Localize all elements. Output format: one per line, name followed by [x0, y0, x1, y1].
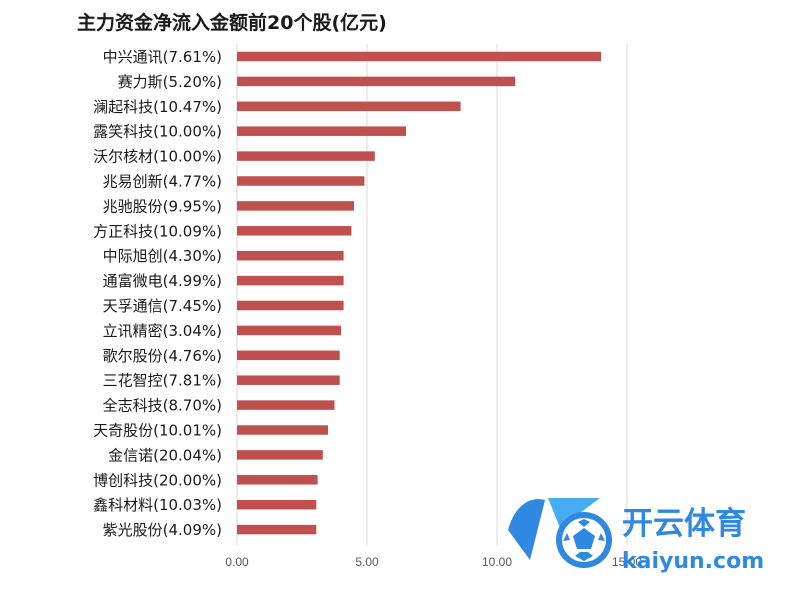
bar — [237, 375, 340, 385]
bars — [237, 51, 601, 535]
category-label: 天孚通信(7.45%) — [103, 297, 222, 315]
kaiyun-logo: 开云体育 kaiyun.com — [508, 498, 764, 574]
bar — [237, 226, 352, 236]
category-label: 全志科技(8.70%) — [103, 397, 222, 415]
bar — [237, 499, 317, 510]
bar — [237, 524, 317, 535]
category-label: 鑫科材料(10.03%) — [93, 496, 222, 514]
bar — [237, 76, 516, 87]
bar — [237, 425, 328, 435]
bar — [237, 475, 318, 485]
x-tick-label: 0.00 — [225, 555, 249, 569]
x-tick-label: 10.00 — [482, 555, 512, 569]
category-label: 博创科技(20.00%) — [93, 471, 222, 489]
category-label: 三花智控(7.81%) — [103, 372, 222, 390]
bar — [237, 325, 341, 336]
soccer-ball-k-icon — [508, 498, 612, 568]
bar — [237, 250, 344, 261]
category-label: 金信诺(20.04%) — [108, 446, 222, 464]
watermark-brand-en: kaiyun.com — [622, 549, 764, 574]
category-label: 澜起科技(10.47%) — [93, 98, 222, 116]
bar — [237, 126, 406, 136]
bar — [237, 450, 323, 460]
grid-lines — [236, 44, 628, 545]
category-label: 中际旭创(4.30%) — [103, 247, 222, 265]
watermark-brand-cn: 开云体育 — [622, 506, 746, 542]
category-label: 赛力斯(5.20%) — [118, 73, 222, 91]
category-label: 紫光股份(4.09%) — [103, 521, 222, 539]
bar — [237, 275, 344, 286]
bar — [237, 300, 344, 311]
category-label: 天奇股份(10.01%) — [93, 422, 222, 440]
category-label: 立讯精密(3.04%) — [103, 322, 222, 340]
category-label: 方正科技(10.09%) — [93, 222, 222, 240]
category-label: 通富微电(4.99%) — [103, 272, 222, 290]
category-label: 歌尔股份(4.76%) — [103, 347, 222, 365]
bar — [237, 151, 375, 161]
bar — [237, 201, 354, 211]
chart-title: 主力资金净流入金额前20个股(亿元) — [77, 12, 387, 34]
category-label: 中兴通讯(7.61%) — [103, 48, 222, 66]
bar — [237, 51, 601, 62]
bar — [237, 176, 365, 186]
bar — [237, 400, 335, 410]
category-label: 沃尔核材(10.00%) — [93, 148, 222, 166]
x-tick-label: 5.00 — [355, 555, 379, 569]
bar — [237, 101, 461, 112]
category-label: 露笑科技(10.00%) — [93, 123, 222, 141]
x-tick-label: 15.00 — [612, 555, 642, 569]
category-labels: 中兴通讯(7.61%) 赛力斯(5.20%) 澜起科技(10.47%) 露笑科技(10… — [93, 48, 222, 539]
x-tick-labels: 0.00 5.00 10.00 15.00 — [225, 555, 642, 569]
category-label: 兆驰股份(9.95%) — [103, 197, 222, 215]
bar — [237, 350, 340, 361]
category-label: 兆易创新(4.77%) — [103, 173, 222, 191]
